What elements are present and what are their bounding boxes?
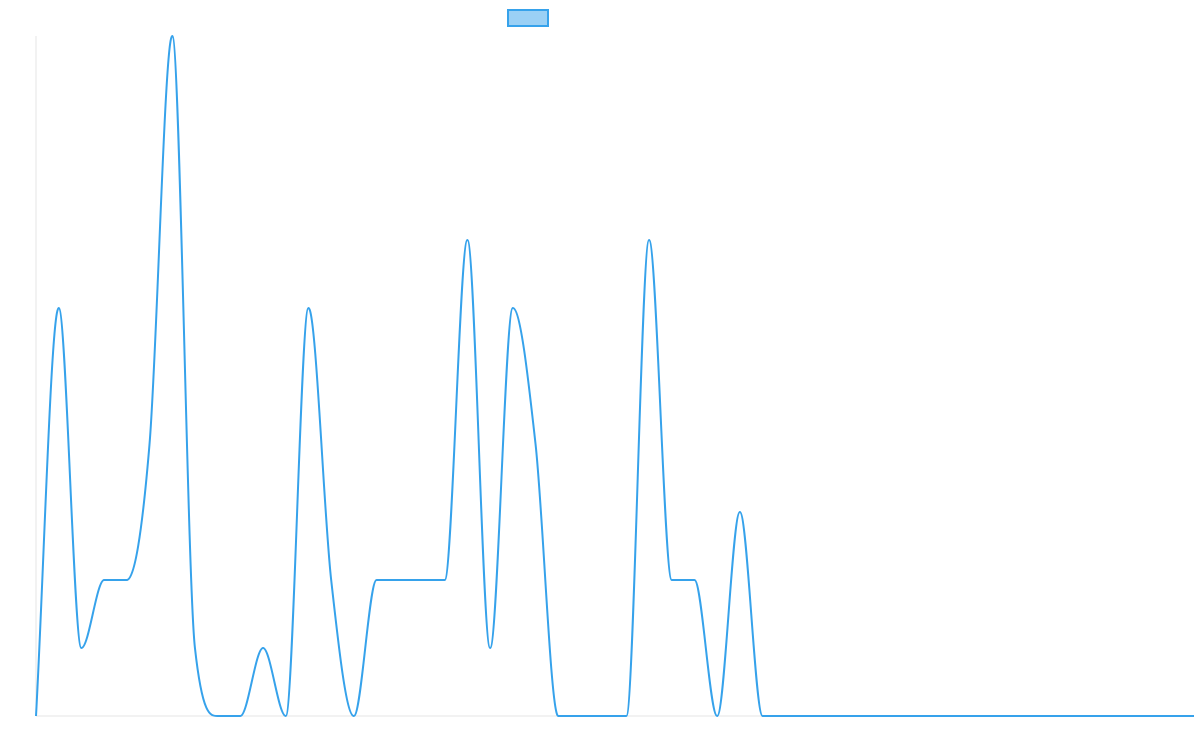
data-point[interactable]: [283, 713, 289, 719]
data-point[interactable]: [147, 441, 153, 447]
data-point[interactable]: [873, 713, 879, 719]
data-point[interactable]: [737, 509, 743, 515]
data-point[interactable]: [510, 305, 516, 311]
data-point[interactable]: [669, 577, 675, 583]
series-layer: [33, 33, 1197, 719]
legend-swatch[interactable]: [507, 9, 549, 27]
data-point[interactable]: [555, 713, 561, 719]
data-point[interactable]: [782, 713, 788, 719]
data-point[interactable]: [487, 645, 493, 651]
data-point[interactable]: [850, 713, 856, 719]
data-point[interactable]: [964, 713, 970, 719]
legend[interactable]: [507, 9, 549, 27]
data-point[interactable]: [351, 713, 357, 719]
data-point[interactable]: [828, 713, 834, 719]
data-point[interactable]: [601, 713, 607, 719]
data-point[interactable]: [464, 237, 470, 243]
data-point[interactable]: [1168, 713, 1174, 719]
data-point[interactable]: [578, 713, 584, 719]
data-point[interactable]: [1055, 713, 1061, 719]
data-point[interactable]: [646, 237, 652, 243]
data-point[interactable]: [623, 713, 629, 719]
data-point[interactable]: [328, 577, 334, 583]
data-point[interactable]: [760, 713, 766, 719]
data-point[interactable]: [919, 713, 925, 719]
data-point[interactable]: [56, 305, 62, 311]
data-point[interactable]: [169, 33, 175, 39]
data-point[interactable]: [101, 577, 107, 583]
data-point[interactable]: [33, 713, 39, 719]
data-point[interactable]: [78, 645, 84, 651]
data-point[interactable]: [124, 577, 130, 583]
data-point[interactable]: [805, 713, 811, 719]
data-point[interactable]: [987, 713, 993, 719]
data-point[interactable]: [1032, 713, 1038, 719]
data-point[interactable]: [260, 645, 266, 651]
data-point[interactable]: [1100, 713, 1106, 719]
data-point[interactable]: [237, 713, 243, 719]
data-point[interactable]: [192, 645, 198, 651]
data-point[interactable]: [1123, 713, 1129, 719]
data-point[interactable]: [714, 713, 720, 719]
data-point[interactable]: [896, 713, 902, 719]
data-point[interactable]: [691, 577, 697, 583]
data-point[interactable]: [1191, 713, 1197, 719]
data-point[interactable]: [442, 577, 448, 583]
data-point[interactable]: [533, 441, 539, 447]
series-line-0: [35, 35, 1194, 717]
data-point[interactable]: [215, 713, 221, 719]
data-point[interactable]: [396, 577, 402, 583]
data-point[interactable]: [374, 577, 380, 583]
data-point[interactable]: [1146, 713, 1152, 719]
axes: [35, 36, 1194, 717]
data-point[interactable]: [1077, 713, 1083, 719]
data-point[interactable]: [941, 713, 947, 719]
data-point[interactable]: [419, 577, 425, 583]
data-point[interactable]: [1009, 713, 1015, 719]
data-point[interactable]: [305, 305, 311, 311]
